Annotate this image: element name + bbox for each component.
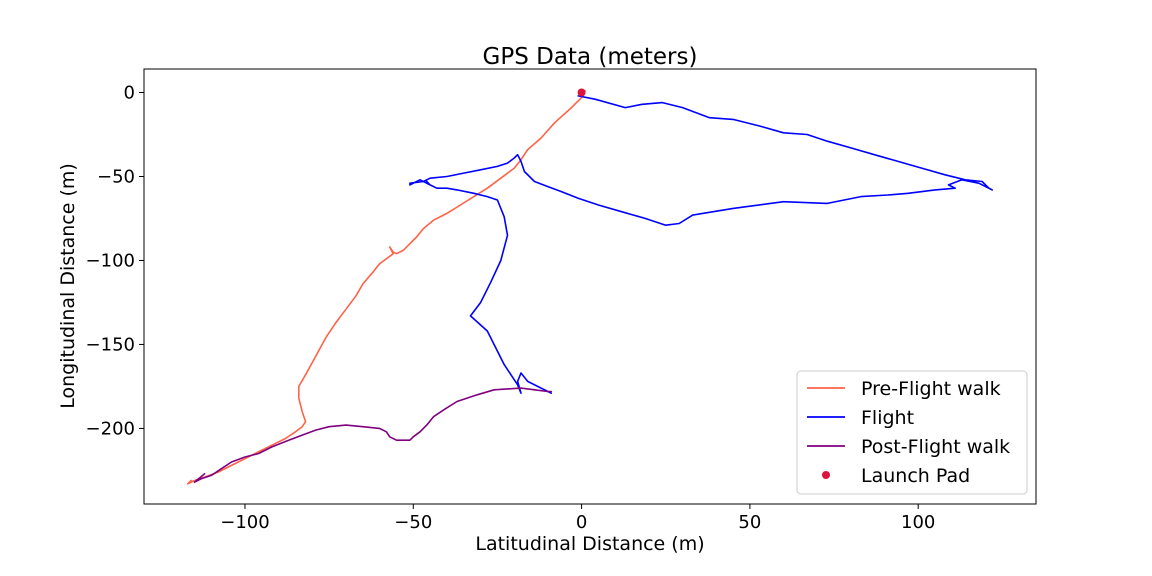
y-tick-label: 0 [124,83,135,104]
series-layer [187,88,994,485]
x-tick-label: 0 [576,512,587,533]
y-axis-label: Longitudinal Distance (m) [57,163,79,409]
series-line-2 [409,95,994,395]
x-tick-label: −100 [220,512,269,533]
legend-label: Post-Flight walk [861,436,1010,458]
x-tick-label: 50 [738,512,761,533]
legend-label: Launch Pad [861,465,970,487]
series-line-1 [187,90,586,485]
x-tick-label: 100 [901,512,935,533]
legend-label: Pre-Flight walk [861,378,1001,400]
axes-layer: −100 −50 0 50 100 0 −50 −100 −150 −200 [86,68,1037,533]
x-axis-label: Latitudinal Distance (m) [475,533,704,555]
legend: Pre-Flight walk Flight Post-Flight walk Lau… [796,370,1028,495]
chart-title: GPS Data (meters) [483,44,698,70]
y-tick-label: −50 [97,166,135,187]
launch-pad-point [577,88,586,97]
y-tick-label: −200 [86,418,135,439]
legend-box [796,370,1028,495]
y-tick-label: −150 [86,334,135,355]
plot-frame [143,68,1037,505]
legend-label: Flight [861,407,914,429]
y-tick-label: −100 [86,250,135,271]
x-tick-label: −50 [394,512,432,533]
series-line-3 [193,387,553,484]
legend-swatch [822,471,830,479]
